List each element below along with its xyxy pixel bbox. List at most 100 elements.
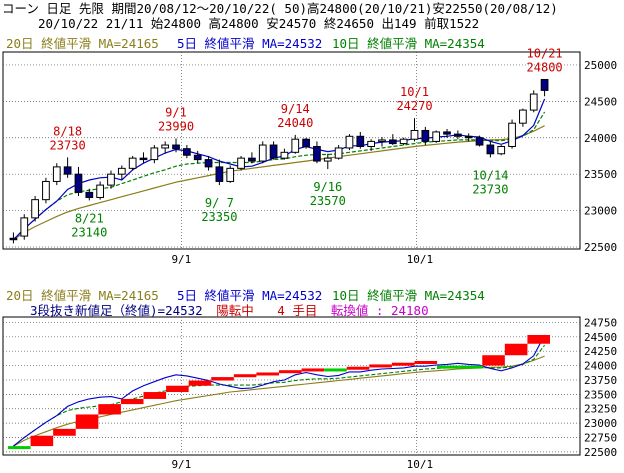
high-annotation-date: 8/18 xyxy=(53,124,82,138)
brick-up xyxy=(211,377,234,381)
price-candles xyxy=(9,78,549,244)
candle-up xyxy=(96,184,105,198)
candle-down xyxy=(193,154,202,161)
break-y-tick-label: 24750 xyxy=(584,316,617,329)
candle-up xyxy=(399,138,408,145)
break-y-tick-label: 24500 xyxy=(584,331,617,344)
break-x-tick-label: 10/1 xyxy=(407,458,434,471)
price-chart-grid xyxy=(3,52,580,249)
low-annotation-date: 10/14 xyxy=(472,168,508,182)
brick-up xyxy=(391,362,415,366)
candle-down xyxy=(421,129,430,142)
candle-down xyxy=(486,144,495,155)
candle-up xyxy=(345,135,354,149)
high-annotation-value: 24270 xyxy=(396,99,432,113)
high-annotation-value: 24040 xyxy=(277,116,313,130)
break-x-axis: 9/1 10/1 xyxy=(171,458,433,471)
candle-up xyxy=(128,157,137,169)
break-y-tick-label: 23500 xyxy=(584,388,617,401)
break-y-tick-label: 22500 xyxy=(584,446,617,459)
price-y-axis: 22500 23000 23500 24000 24500 25000 xyxy=(584,59,617,254)
candle-up xyxy=(117,167,126,175)
brick-up xyxy=(53,428,76,436)
candle-down xyxy=(356,135,365,147)
brick-up xyxy=(527,334,550,344)
header-line-1: コーン 日足 先限 期間20/08/12～20/10/22( 50)高24800… xyxy=(2,1,558,16)
high-annotation-date: 9/14 xyxy=(281,102,310,116)
brick-up xyxy=(188,380,212,386)
brick-up xyxy=(30,435,54,447)
candle-up xyxy=(367,140,376,147)
low-annotation-value: 23140 xyxy=(71,225,107,239)
candle-up xyxy=(378,139,386,142)
high-annotation-date: 10/1 xyxy=(400,85,429,99)
break-y-tick-label: 22750 xyxy=(584,431,617,444)
price-y-tick-label: 22500 xyxy=(584,241,617,254)
price-x-tick-label: 9/1 xyxy=(171,253,191,266)
break-info-switch: 転換値 : 24180 xyxy=(331,303,429,318)
candle-up xyxy=(20,217,29,237)
low-annotation-value: 23350 xyxy=(201,210,237,224)
break-ma20-line xyxy=(13,355,545,447)
high-annotation-value: 23990 xyxy=(158,119,194,133)
candle-up xyxy=(508,122,516,147)
break-info-prefix: 3段抜き新値足（終値)=24532 xyxy=(30,303,203,318)
top-legend-ma5: 5日 終値平滑 MA=24532 xyxy=(177,36,322,51)
high-annotation-date: 9/1 xyxy=(165,105,187,119)
low-annotation-value: 23730 xyxy=(472,182,508,196)
candle-down xyxy=(63,166,72,175)
top-legend-ma20: 20日 終値平滑 MA=24165 xyxy=(6,36,159,51)
bottom-legend-ma5: 5日 終値平滑 MA=24532 xyxy=(177,288,322,303)
break-y-tick-label: 24250 xyxy=(584,345,617,358)
break-info-state: 陽転中 xyxy=(216,303,254,318)
brick-up xyxy=(346,366,370,370)
price-annotations: 8/18237309/1239909/142404010/12427010/21… xyxy=(50,46,563,239)
candle-up xyxy=(519,109,527,124)
candle-up xyxy=(52,166,61,182)
brick-up xyxy=(143,392,167,399)
low-annotation-value: 23570 xyxy=(310,194,346,208)
brick-down xyxy=(324,368,347,372)
candle-up xyxy=(161,144,170,149)
high-annotation-value: 24800 xyxy=(527,60,563,74)
candle-down xyxy=(85,191,94,198)
candle-down xyxy=(388,139,397,145)
low-annotation-date: 8/21 xyxy=(75,211,104,225)
ma20-line xyxy=(13,125,545,241)
candle-down xyxy=(443,131,451,135)
candle-down xyxy=(215,166,224,182)
brick-up xyxy=(369,364,392,368)
brick-up xyxy=(233,374,257,378)
candle-up xyxy=(497,145,506,155)
brick-down xyxy=(8,446,31,450)
price-x-tick-label: 10/1 xyxy=(407,253,434,266)
candle-down xyxy=(204,159,213,168)
candle-up xyxy=(291,138,300,153)
candle-down xyxy=(139,157,148,161)
candle-down xyxy=(182,148,191,156)
candle-up xyxy=(280,151,289,159)
brick-up xyxy=(504,343,528,356)
candle-up xyxy=(150,147,159,161)
candle-up xyxy=(31,199,39,219)
price-y-tick-label: 23000 xyxy=(584,205,617,218)
break-ma5-line xyxy=(13,334,546,447)
candle-down xyxy=(74,173,83,193)
high-annotation-value: 23730 xyxy=(50,138,86,152)
brick-up xyxy=(279,370,302,374)
break-x-tick-label: 9/1 xyxy=(171,458,191,471)
price-y-tick-label: 23500 xyxy=(584,168,617,181)
bottom-legend-ma10: 10日 終値平滑 MA=24354 xyxy=(332,288,485,303)
bottom-legend-ma20: 20日 終値平滑 MA=24165 xyxy=(6,288,159,303)
brick-down xyxy=(437,365,460,369)
break-info-count: 4 手目 xyxy=(277,303,317,318)
brick-up xyxy=(482,355,505,366)
low-annotation-date: 9/16 xyxy=(313,180,342,194)
candle-up xyxy=(529,93,538,111)
brick-up xyxy=(98,404,121,415)
candle-up xyxy=(334,147,343,159)
candle-down xyxy=(540,78,549,91)
top-legend-ma10: 10日 終値平滑 MA=24354 xyxy=(332,36,485,51)
